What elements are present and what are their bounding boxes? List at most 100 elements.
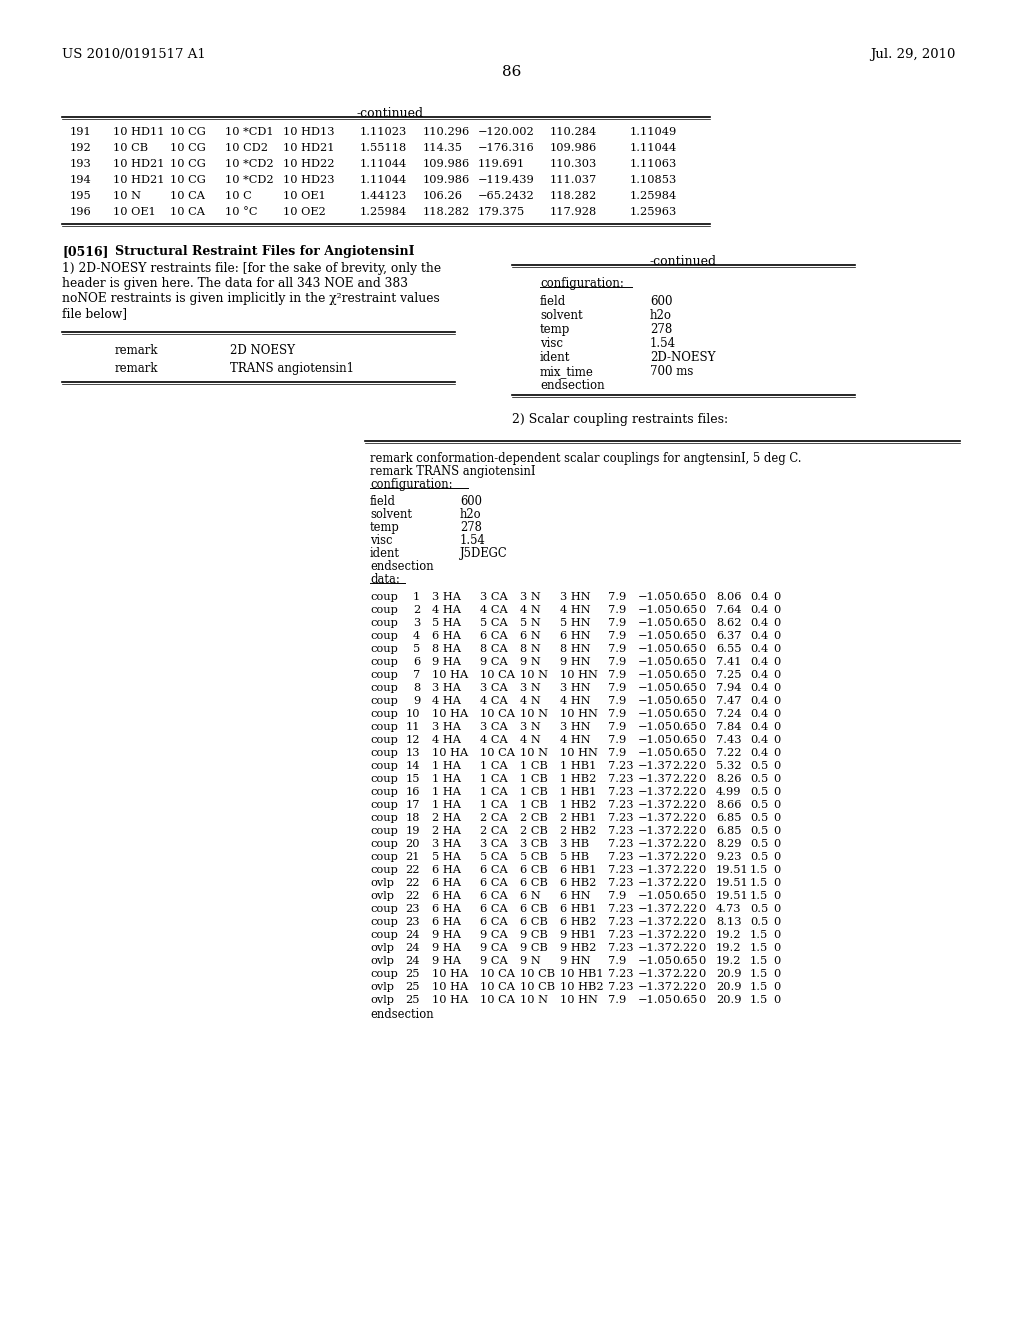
Text: 1.5: 1.5	[750, 931, 768, 940]
Text: 196: 196	[70, 207, 92, 216]
Text: 5 CA: 5 CA	[480, 851, 508, 862]
Text: 2D-NOESY: 2D-NOESY	[650, 351, 716, 364]
Text: −1.05: −1.05	[638, 735, 673, 744]
Text: 8.29: 8.29	[716, 840, 741, 849]
Text: 0: 0	[698, 682, 706, 693]
Text: 2 CB: 2 CB	[520, 813, 548, 822]
Text: 10 HD11: 10 HD11	[113, 127, 165, 137]
Text: 1.11023: 1.11023	[360, 127, 408, 137]
Text: coup: coup	[370, 840, 398, 849]
Text: 2 CA: 2 CA	[480, 813, 508, 822]
Text: 0: 0	[698, 942, 706, 953]
Text: 0: 0	[773, 787, 780, 797]
Text: J5DEGC: J5DEGC	[460, 546, 508, 560]
Text: 119.691: 119.691	[478, 158, 525, 169]
Text: 1 CA: 1 CA	[480, 787, 508, 797]
Text: −120.002: −120.002	[478, 127, 535, 137]
Text: 3 N: 3 N	[520, 722, 541, 733]
Text: 0: 0	[773, 995, 780, 1005]
Text: 9 HA: 9 HA	[432, 956, 461, 966]
Text: 0: 0	[773, 891, 780, 902]
Text: 7.23: 7.23	[608, 904, 634, 913]
Text: 20: 20	[406, 840, 420, 849]
Text: 1 CA: 1 CA	[480, 762, 508, 771]
Text: ovlp: ovlp	[370, 956, 394, 966]
Text: 0: 0	[698, 995, 706, 1005]
Text: 7.9: 7.9	[608, 709, 627, 719]
Text: 0: 0	[698, 618, 706, 628]
Text: 21: 21	[406, 851, 420, 862]
Text: 9 CA: 9 CA	[480, 942, 508, 953]
Text: 7.23: 7.23	[608, 878, 634, 888]
Text: 0.5: 0.5	[750, 904, 768, 913]
Text: 6 CA: 6 CA	[480, 904, 508, 913]
Text: 4.73: 4.73	[716, 904, 741, 913]
Text: 19.2: 19.2	[716, 931, 741, 940]
Text: 2.22: 2.22	[672, 840, 697, 849]
Text: 7.41: 7.41	[716, 657, 741, 667]
Text: 3 CA: 3 CA	[480, 840, 508, 849]
Text: 0: 0	[698, 800, 706, 810]
Text: coup: coup	[370, 722, 398, 733]
Text: 0.4: 0.4	[750, 591, 768, 602]
Text: 7.64: 7.64	[716, 605, 741, 615]
Text: 0: 0	[773, 722, 780, 733]
Text: 0.65: 0.65	[672, 657, 697, 667]
Text: endsection: endsection	[540, 379, 604, 392]
Text: coup: coup	[370, 851, 398, 862]
Text: coup: coup	[370, 657, 398, 667]
Text: −176.316: −176.316	[478, 143, 535, 153]
Text: coup: coup	[370, 631, 398, 642]
Text: 2.22: 2.22	[672, 878, 697, 888]
Text: ovlp: ovlp	[370, 891, 394, 902]
Text: 0.65: 0.65	[672, 682, 697, 693]
Text: 179.375: 179.375	[478, 207, 525, 216]
Text: 10 HD21: 10 HD21	[113, 158, 165, 169]
Text: 0.5: 0.5	[750, 826, 768, 836]
Text: 8.66: 8.66	[716, 800, 741, 810]
Text: 3 CB: 3 CB	[520, 840, 548, 849]
Text: −1.37: −1.37	[638, 865, 673, 875]
Text: 6 CB: 6 CB	[520, 865, 548, 875]
Text: 0: 0	[773, 826, 780, 836]
Text: 0: 0	[698, 696, 706, 706]
Text: 0.4: 0.4	[750, 709, 768, 719]
Text: remark TRANS angiotensinI: remark TRANS angiotensinI	[370, 465, 536, 478]
Text: −1.37: −1.37	[638, 969, 673, 979]
Text: 1 CB: 1 CB	[520, 800, 548, 810]
Text: 7.24: 7.24	[716, 709, 741, 719]
Text: 3 HN: 3 HN	[560, 682, 591, 693]
Text: 4 HA: 4 HA	[432, 605, 461, 615]
Text: 0.65: 0.65	[672, 995, 697, 1005]
Text: −1.05: −1.05	[638, 631, 673, 642]
Text: configuration:: configuration:	[540, 277, 624, 290]
Text: 1 HB2: 1 HB2	[560, 800, 596, 810]
Text: 0.65: 0.65	[672, 748, 697, 758]
Text: 7.9: 7.9	[608, 631, 627, 642]
Text: 0: 0	[773, 956, 780, 966]
Text: 6 HA: 6 HA	[432, 904, 461, 913]
Text: 2 HA: 2 HA	[432, 826, 461, 836]
Text: 0: 0	[698, 931, 706, 940]
Text: coup: coup	[370, 826, 398, 836]
Text: 4: 4	[413, 631, 420, 642]
Text: mix_time: mix_time	[540, 366, 594, 378]
Text: 7.23: 7.23	[608, 969, 634, 979]
Text: 24: 24	[406, 942, 420, 953]
Text: 6: 6	[413, 657, 420, 667]
Text: 8 HN: 8 HN	[560, 644, 591, 653]
Text: 6 CB: 6 CB	[520, 917, 548, 927]
Text: 13: 13	[406, 748, 420, 758]
Text: 0: 0	[773, 982, 780, 993]
Text: 4 CA: 4 CA	[480, 735, 508, 744]
Text: coup: coup	[370, 605, 398, 615]
Text: 0: 0	[773, 917, 780, 927]
Text: 7: 7	[413, 671, 420, 680]
Text: 1.11063: 1.11063	[630, 158, 677, 169]
Text: 8: 8	[413, 682, 420, 693]
Text: −119.439: −119.439	[478, 176, 535, 185]
Text: 0: 0	[773, 851, 780, 862]
Text: coup: coup	[370, 748, 398, 758]
Text: 8.62: 8.62	[716, 618, 741, 628]
Text: 10 HN: 10 HN	[560, 748, 598, 758]
